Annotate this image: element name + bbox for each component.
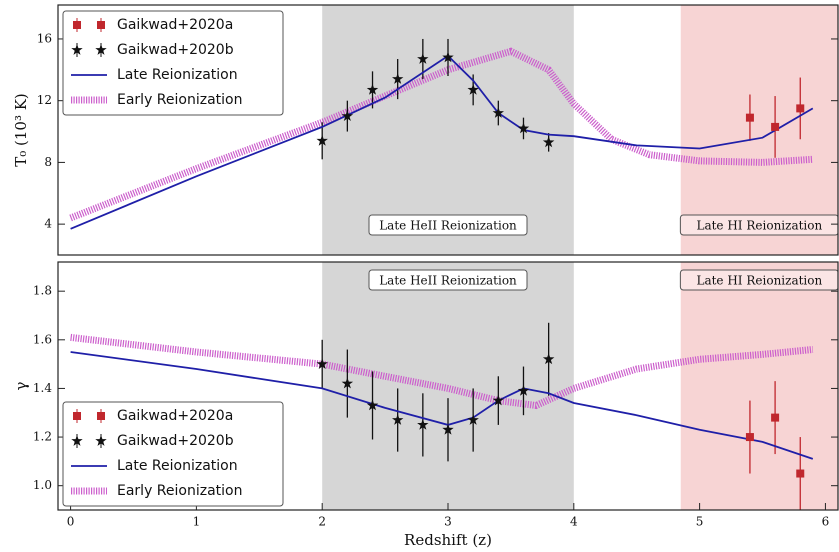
legend-marker bbox=[95, 44, 107, 55]
marker-star bbox=[366, 83, 379, 95]
line bbox=[70, 54, 814, 230]
y-tick-label: 1.2 bbox=[33, 430, 52, 444]
marker-star bbox=[542, 136, 555, 148]
legend-marker bbox=[73, 21, 81, 29]
plot-frame bbox=[57, 261, 839, 511]
marker-star bbox=[316, 358, 328, 369]
annotation: Late HI Reionization bbox=[679, 214, 838, 236]
shaded-region bbox=[680, 262, 838, 510]
legend-marker bbox=[71, 435, 83, 446]
annotation: Late HeII Reionization bbox=[368, 269, 528, 291]
legend-box bbox=[62, 401, 284, 507]
marker-star bbox=[341, 110, 354, 121]
x-tick-label: 1 bbox=[193, 515, 201, 529]
y-tick-label: 1.6 bbox=[33, 332, 52, 346]
x-tick-label: 4 bbox=[570, 515, 578, 529]
y-tick-label: 16 bbox=[37, 31, 52, 45]
legend-marker bbox=[95, 435, 107, 446]
annotation-box bbox=[679, 269, 838, 291]
x-tick-label: 2 bbox=[318, 515, 326, 529]
marker-star bbox=[392, 73, 404, 84]
annotation: Late HeII Reionization bbox=[368, 214, 528, 236]
marker-star bbox=[517, 122, 530, 134]
legend-label: Gaikwad+2020b bbox=[117, 42, 234, 58]
legend-label: Gaikwad+2020a bbox=[117, 17, 233, 33]
x-tick-label: 6 bbox=[822, 515, 830, 529]
marker-star bbox=[442, 423, 454, 435]
annotation-text: Late HI Reionization bbox=[696, 219, 822, 233]
line bbox=[69, 47, 814, 222]
marker-star bbox=[366, 399, 379, 411]
y-tick-label: 8 bbox=[44, 155, 52, 169]
marker-star bbox=[341, 377, 354, 389]
annotation-box bbox=[368, 214, 528, 236]
x-tick-label: 0 bbox=[67, 515, 75, 529]
annotation: Late HI Reionization bbox=[679, 269, 838, 291]
marker-star bbox=[442, 51, 454, 63]
annotation-box bbox=[679, 214, 838, 236]
plot-area: Late HeII Reionization Late HI Reionizati… bbox=[69, 5, 838, 255]
y-tick-label: 1.4 bbox=[33, 381, 52, 395]
legend-marker bbox=[71, 44, 83, 55]
annotation-box bbox=[368, 269, 528, 291]
legend: Gaikwad+2020a Gaikwad+2020b Late Reionizat… bbox=[62, 401, 284, 507]
y-axis-label: γ bbox=[12, 381, 30, 390]
legend-label: Gaikwad+2020a bbox=[117, 408, 233, 424]
marker-star bbox=[492, 107, 504, 118]
annotation-text: Late HeII Reionization bbox=[379, 274, 517, 288]
legend-label: Early Reionization bbox=[117, 483, 242, 499]
y-tick-label: 1.0 bbox=[33, 478, 52, 492]
legend-box bbox=[62, 10, 284, 116]
plot-frame bbox=[57, 4, 839, 256]
line bbox=[70, 351, 814, 460]
legend-label: Gaikwad+2020b bbox=[117, 433, 234, 449]
legend-marker bbox=[97, 412, 105, 420]
legend-label: Early Reionization bbox=[117, 92, 242, 108]
marker-square bbox=[796, 104, 805, 113]
marker-square bbox=[771, 413, 780, 422]
y-axis-label: T₀ (10³ K) bbox=[12, 93, 30, 167]
marker-square bbox=[796, 469, 805, 478]
x-tick-label: 5 bbox=[696, 515, 704, 529]
marker-star bbox=[417, 53, 429, 64]
marker-star bbox=[417, 418, 429, 430]
y-tick-label: 12 bbox=[37, 93, 52, 107]
marker-square bbox=[771, 122, 780, 131]
plot-area: Late HeII Reionization Late HI Reionizati… bbox=[70, 262, 838, 510]
x-tick-label: 3 bbox=[444, 515, 452, 529]
legend-label: Late Reionization bbox=[117, 458, 238, 474]
marker-star bbox=[392, 414, 404, 425]
annotation-text: Late HI Reionization bbox=[696, 274, 822, 288]
annotation-text: Late HeII Reionization bbox=[379, 219, 517, 233]
legend: Gaikwad+2020a Gaikwad+2020b Late Reionizat… bbox=[62, 10, 284, 116]
marker-star bbox=[467, 414, 479, 425]
y-tick-label: 4 bbox=[44, 217, 52, 231]
marker-star bbox=[542, 353, 555, 365]
shaded-region bbox=[680, 5, 838, 255]
y-tick-label: 1.8 bbox=[33, 284, 52, 298]
legend-marker bbox=[73, 412, 81, 420]
legend-marker bbox=[97, 21, 105, 29]
marker-square bbox=[745, 433, 754, 442]
marker-star bbox=[316, 134, 328, 146]
marker-square bbox=[745, 113, 754, 122]
marker-star bbox=[467, 83, 479, 95]
marker-star bbox=[492, 394, 504, 406]
marker-star bbox=[517, 384, 530, 396]
x-axis-label: Redshift (z) bbox=[404, 531, 492, 549]
legend-label: Late Reionization bbox=[117, 67, 238, 83]
